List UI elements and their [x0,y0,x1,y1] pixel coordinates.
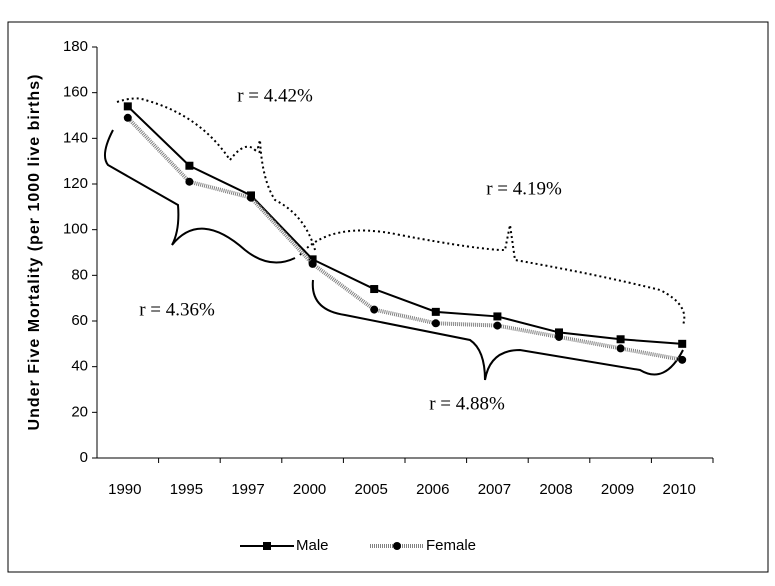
y-tick-label: 20 [71,403,88,420]
y-tick-label: 120 [63,175,88,192]
x-tick-label: 2006 [416,481,449,498]
x-tick-label: 1997 [231,481,264,498]
x-tick-label: 1995 [170,481,203,498]
y-axis-title: Under Five Mortality (per 1000 live birt… [26,74,43,431]
y-tick-label: 80 [71,266,88,283]
point [616,344,625,353]
legend-label: Female [426,537,476,554]
x-tick-label: 2005 [355,481,388,498]
point [308,255,317,264]
x-tick-label: 2000 [293,481,326,498]
y-tick-label: 100 [63,221,88,238]
point [555,328,563,337]
y-tick-label: 0 [80,449,88,466]
x-tick-label: 2010 [663,481,696,498]
y-tick-label: 140 [63,129,88,146]
x-tick-label: 2009 [601,481,634,498]
point [678,339,687,348]
point [123,113,132,122]
point [185,177,194,186]
point [370,285,379,294]
point [123,102,132,111]
y-tick-label: 60 [71,312,88,329]
point [185,161,194,170]
y-tick-label: 180 [63,38,88,55]
point [616,335,625,344]
point [431,307,440,316]
series-line [126,116,683,362]
x-tick-label: 1990 [108,481,141,498]
legend-marker [263,542,271,550]
legend-marker [393,542,401,550]
x-tick-label: 2007 [478,481,511,498]
annotation: r = 4.88% [429,393,505,414]
point [678,355,687,364]
annotation: r = 4.36% [139,299,215,320]
legend-label: Male [296,537,329,554]
braces [103,97,686,381]
annotation: r = 4.42% [237,85,313,106]
x-tick-label: 2008 [539,481,572,498]
point [370,305,379,314]
point [247,193,255,202]
point [493,321,502,330]
point [493,312,502,321]
annotation: r = 4.19% [486,178,562,199]
series-line [127,105,683,345]
point [431,319,440,328]
point [555,332,563,341]
point [308,259,317,268]
y-tick-label: 40 [71,358,88,375]
y-tick-label: 160 [63,84,88,101]
